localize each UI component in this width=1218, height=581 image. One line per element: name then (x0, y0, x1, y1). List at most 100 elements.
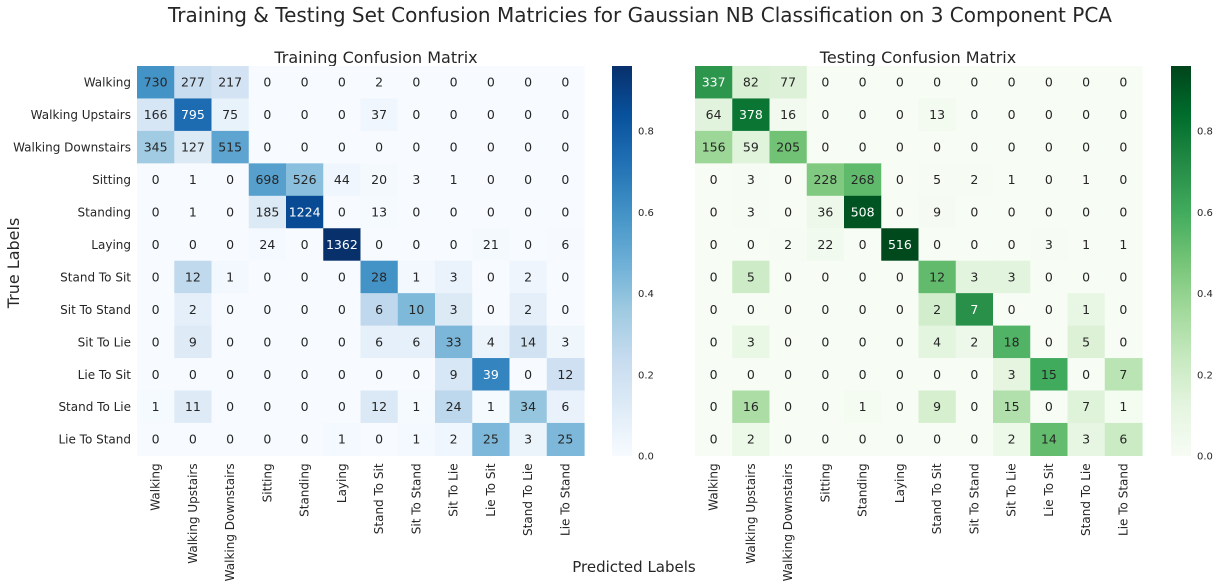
testing-cell (993, 163, 1031, 197)
training-cell (360, 293, 399, 327)
testing-cell-value: 205 (776, 140, 800, 155)
training-cell-value: 0 (152, 367, 160, 382)
training-cell (435, 325, 473, 359)
training-cell-value: 1362 (326, 237, 358, 252)
training-cell-value: 0 (226, 237, 234, 252)
testing-cell-value: 0 (821, 432, 829, 447)
testing-cell (993, 66, 1031, 100)
training-cell (509, 98, 548, 132)
training-cell-value: 0 (226, 205, 234, 220)
training-cell (137, 228, 175, 262)
training-cell (546, 98, 585, 132)
testing-cell (881, 163, 920, 197)
testing-cell (695, 293, 733, 327)
training-cell (435, 130, 473, 164)
training-cell (248, 163, 287, 197)
training-cell-value: 795 (181, 107, 205, 122)
testing-cell-value: 0 (859, 302, 867, 317)
testing-cell (1067, 98, 1106, 132)
training-cell (360, 358, 399, 392)
testing-cell-value: 0 (1119, 140, 1127, 155)
training-cell (211, 228, 250, 262)
testing-cell-value: 82 (743, 75, 759, 90)
testing-cell-value: 0 (896, 75, 904, 90)
testing-cell-value: 0 (821, 269, 829, 284)
training-cell-value: 0 (263, 334, 271, 349)
testing-cell (695, 195, 733, 229)
training-cell-value: 0 (338, 302, 346, 317)
training-cell-value: 39 (483, 367, 499, 382)
training-cell (137, 66, 175, 100)
testing-cell-value: 77 (780, 75, 796, 90)
training-row-label: Laying (91, 238, 131, 252)
training-cell (174, 195, 213, 229)
training-cell (323, 163, 362, 197)
training-cell-value: 0 (561, 205, 569, 220)
testing-cell-value: 0 (784, 205, 792, 220)
testing-cell-value: 0 (1082, 140, 1090, 155)
training-cell (472, 390, 511, 424)
training-cell-value: 0 (226, 172, 234, 187)
testing-cell (1067, 66, 1106, 100)
testing-cell-value: 12 (929, 269, 945, 284)
testing-cell (769, 358, 808, 392)
training-cell-value: 0 (450, 205, 458, 220)
training-cell-value: 0 (226, 432, 234, 447)
testing-cell-value: 0 (710, 334, 718, 349)
training-cell (211, 66, 250, 100)
training-cell (286, 163, 324, 197)
testing-cell (993, 195, 1031, 229)
training-cell-value: 3 (450, 269, 458, 284)
training-cell (546, 325, 585, 359)
testing-cell (769, 293, 808, 327)
training-row-labels: Walking Walking Upstairs Walking Downstair… (13, 76, 131, 447)
testing-cell-value: 337 (702, 75, 726, 90)
training-column-label: Stand To Lie (521, 463, 535, 536)
testing-cell-value: 0 (710, 205, 718, 220)
testing-cell-value: 0 (859, 140, 867, 155)
training-cell-value: 20 (371, 172, 387, 187)
figure-xlabel: Predicted Labels (572, 558, 696, 576)
training-cell (286, 358, 324, 392)
testing-cell (1067, 293, 1106, 327)
training-cell-value: 0 (152, 334, 160, 349)
training-cell-value: 1 (412, 432, 420, 447)
testing-cell (732, 260, 771, 294)
testing-cell (806, 66, 845, 100)
training-cell (397, 98, 436, 132)
testing-cell-value: 5 (933, 172, 941, 187)
testing-cell (732, 98, 771, 132)
testing-cell (1067, 130, 1106, 164)
training-cell (174, 163, 213, 197)
training-cell-value: 0 (524, 367, 532, 382)
training-colorbar-tick: 0.4 (638, 289, 654, 300)
testing-cell-value: 59 (743, 140, 759, 155)
training-cell-value: 0 (338, 367, 346, 382)
testing-cell (806, 195, 845, 229)
testing-cell-value: 0 (1082, 269, 1090, 284)
training-cell (211, 325, 250, 359)
training-cell-value: 277 (181, 75, 205, 90)
testing-cell-value: 3 (1082, 432, 1090, 447)
training-cell (286, 390, 324, 424)
testing-cell-value: 0 (1119, 302, 1127, 317)
testing-cell-value: 0 (896, 205, 904, 220)
training-cell-value: 0 (412, 237, 420, 252)
testing-cell (695, 390, 733, 424)
testing-cell-value: 0 (1008, 205, 1016, 220)
testing-cell-value: 0 (859, 269, 867, 284)
testing-cell (955, 260, 994, 294)
testing-cell (769, 325, 808, 359)
testing-cell (1030, 390, 1069, 424)
testing-cell-value: 0 (896, 107, 904, 122)
training-cell (397, 293, 436, 327)
testing-cell-value: 0 (1045, 205, 1053, 220)
training-cell (360, 325, 399, 359)
training-cell (137, 130, 175, 164)
training-cell (472, 228, 511, 262)
training-cell (360, 130, 399, 164)
training-cell (546, 163, 585, 197)
training-cell (137, 358, 175, 392)
training-column-labels: Walking Walking Upstairs Walking Downstair… (149, 463, 573, 581)
training-cell-value: 1 (412, 269, 420, 284)
